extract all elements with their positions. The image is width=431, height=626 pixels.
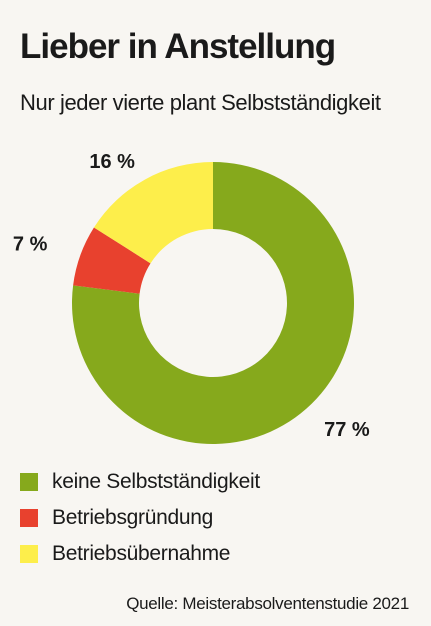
legend-item: Betriebsübernahme [20, 536, 260, 572]
slice-value-label: 16 % [89, 151, 135, 173]
legend-item: keine Selbstständigkeit [20, 464, 260, 500]
legend-swatch [20, 509, 38, 527]
legend-label: Betriebsgründung [52, 506, 213, 529]
source-note: Quelle: Meisterabsolventenstudie 2021 [126, 594, 409, 613]
legend-swatch [20, 545, 38, 563]
donut-chart: 77 % 7 % 16 % [13, 151, 370, 444]
legend: keine Selbstständigkeit Betriebsgründung… [20, 464, 260, 572]
slice-value-label: 77 % [324, 419, 370, 441]
chart-title: Lieber in Anstellung [20, 27, 336, 66]
slice-value-label: 7 % [13, 233, 48, 255]
legend-item: Betriebsgründung [20, 500, 260, 536]
donut-slice [72, 162, 355, 444]
donut-slice [93, 162, 213, 264]
chart-subtitle: Nur jeder vierte plant Selbstständigkeit [20, 90, 381, 115]
legend-swatch [20, 473, 38, 491]
donut-slice [73, 227, 151, 294]
legend-label: keine Selbstständigkeit [52, 470, 260, 493]
legend-label: Betriebsübernahme [52, 542, 231, 565]
